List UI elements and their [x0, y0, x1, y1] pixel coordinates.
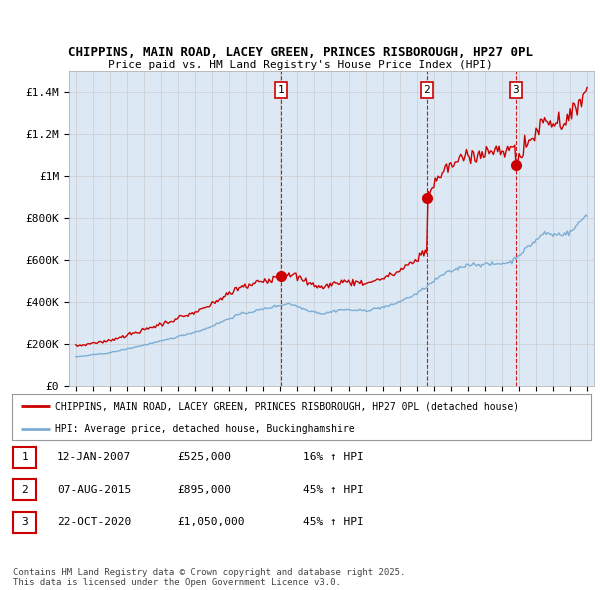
Text: 45% ↑ HPI: 45% ↑ HPI	[303, 517, 364, 527]
Text: 22-OCT-2020: 22-OCT-2020	[57, 517, 131, 527]
Text: HPI: Average price, detached house, Buckinghamshire: HPI: Average price, detached house, Buck…	[55, 424, 355, 434]
Text: 2: 2	[424, 85, 430, 95]
Text: £525,000: £525,000	[177, 453, 231, 462]
Text: 1: 1	[21, 453, 28, 462]
Text: CHIPPINS, MAIN ROAD, LACEY GREEN, PRINCES RISBOROUGH, HP27 0PL (detached house): CHIPPINS, MAIN ROAD, LACEY GREEN, PRINCE…	[55, 401, 520, 411]
Text: Price paid vs. HM Land Registry's House Price Index (HPI): Price paid vs. HM Land Registry's House …	[107, 60, 493, 70]
Text: 3: 3	[512, 85, 519, 95]
Text: CHIPPINS, MAIN ROAD, LACEY GREEN, PRINCES RISBOROUGH, HP27 0PL: CHIPPINS, MAIN ROAD, LACEY GREEN, PRINCE…	[67, 46, 533, 59]
Text: Contains HM Land Registry data © Crown copyright and database right 2025.
This d: Contains HM Land Registry data © Crown c…	[13, 568, 406, 587]
Text: £1,050,000: £1,050,000	[177, 517, 245, 527]
Text: 07-AUG-2015: 07-AUG-2015	[57, 485, 131, 494]
Text: 3: 3	[21, 517, 28, 527]
Text: 45% ↑ HPI: 45% ↑ HPI	[303, 485, 364, 494]
Text: £895,000: £895,000	[177, 485, 231, 494]
Text: 12-JAN-2007: 12-JAN-2007	[57, 453, 131, 462]
Text: 1: 1	[278, 85, 284, 95]
Text: 16% ↑ HPI: 16% ↑ HPI	[303, 453, 364, 462]
Text: 2: 2	[21, 485, 28, 494]
